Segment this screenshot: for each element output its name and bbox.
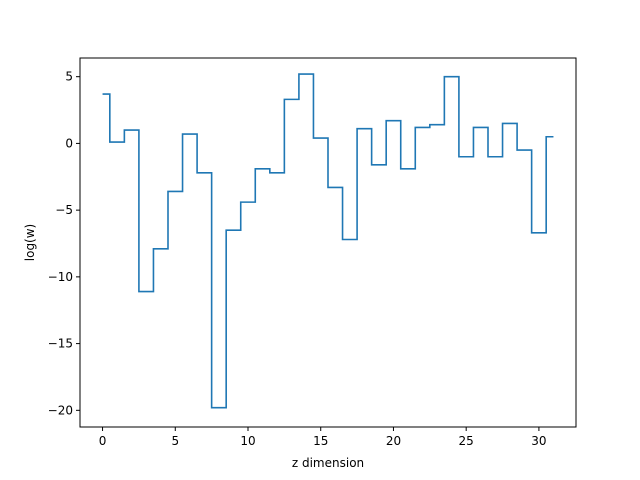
x-tick-label: 25: [459, 434, 474, 448]
x-tick-label: 10: [240, 434, 255, 448]
y-tick-label: −10: [48, 270, 73, 284]
x-tick-label: 15: [313, 434, 328, 448]
x-axis-ticks: 0 5 10 15 20 25 30: [99, 427, 547, 448]
x-axis-label: z dimension: [292, 456, 364, 470]
plot-area: [80, 58, 576, 427]
y-tick-label: 5: [65, 70, 73, 84]
x-tick-label: 30: [531, 434, 546, 448]
y-tick-label: −5: [55, 203, 73, 217]
x-tick-label: 0: [99, 434, 107, 448]
y-tick-label: −20: [48, 403, 73, 417]
y-tick-label: −15: [48, 337, 73, 351]
x-tick-label: 5: [171, 434, 179, 448]
series-line: [102, 73, 554, 409]
plot-frame: [79, 57, 577, 428]
data-layer: [102, 73, 554, 409]
y-axis-label: log(w): [23, 224, 37, 261]
y-axis-ticks: 5 0 −5 −10 −15 −20: [48, 70, 80, 417]
x-tick-label: 20: [386, 434, 401, 448]
y-tick-label: 0: [65, 136, 73, 150]
